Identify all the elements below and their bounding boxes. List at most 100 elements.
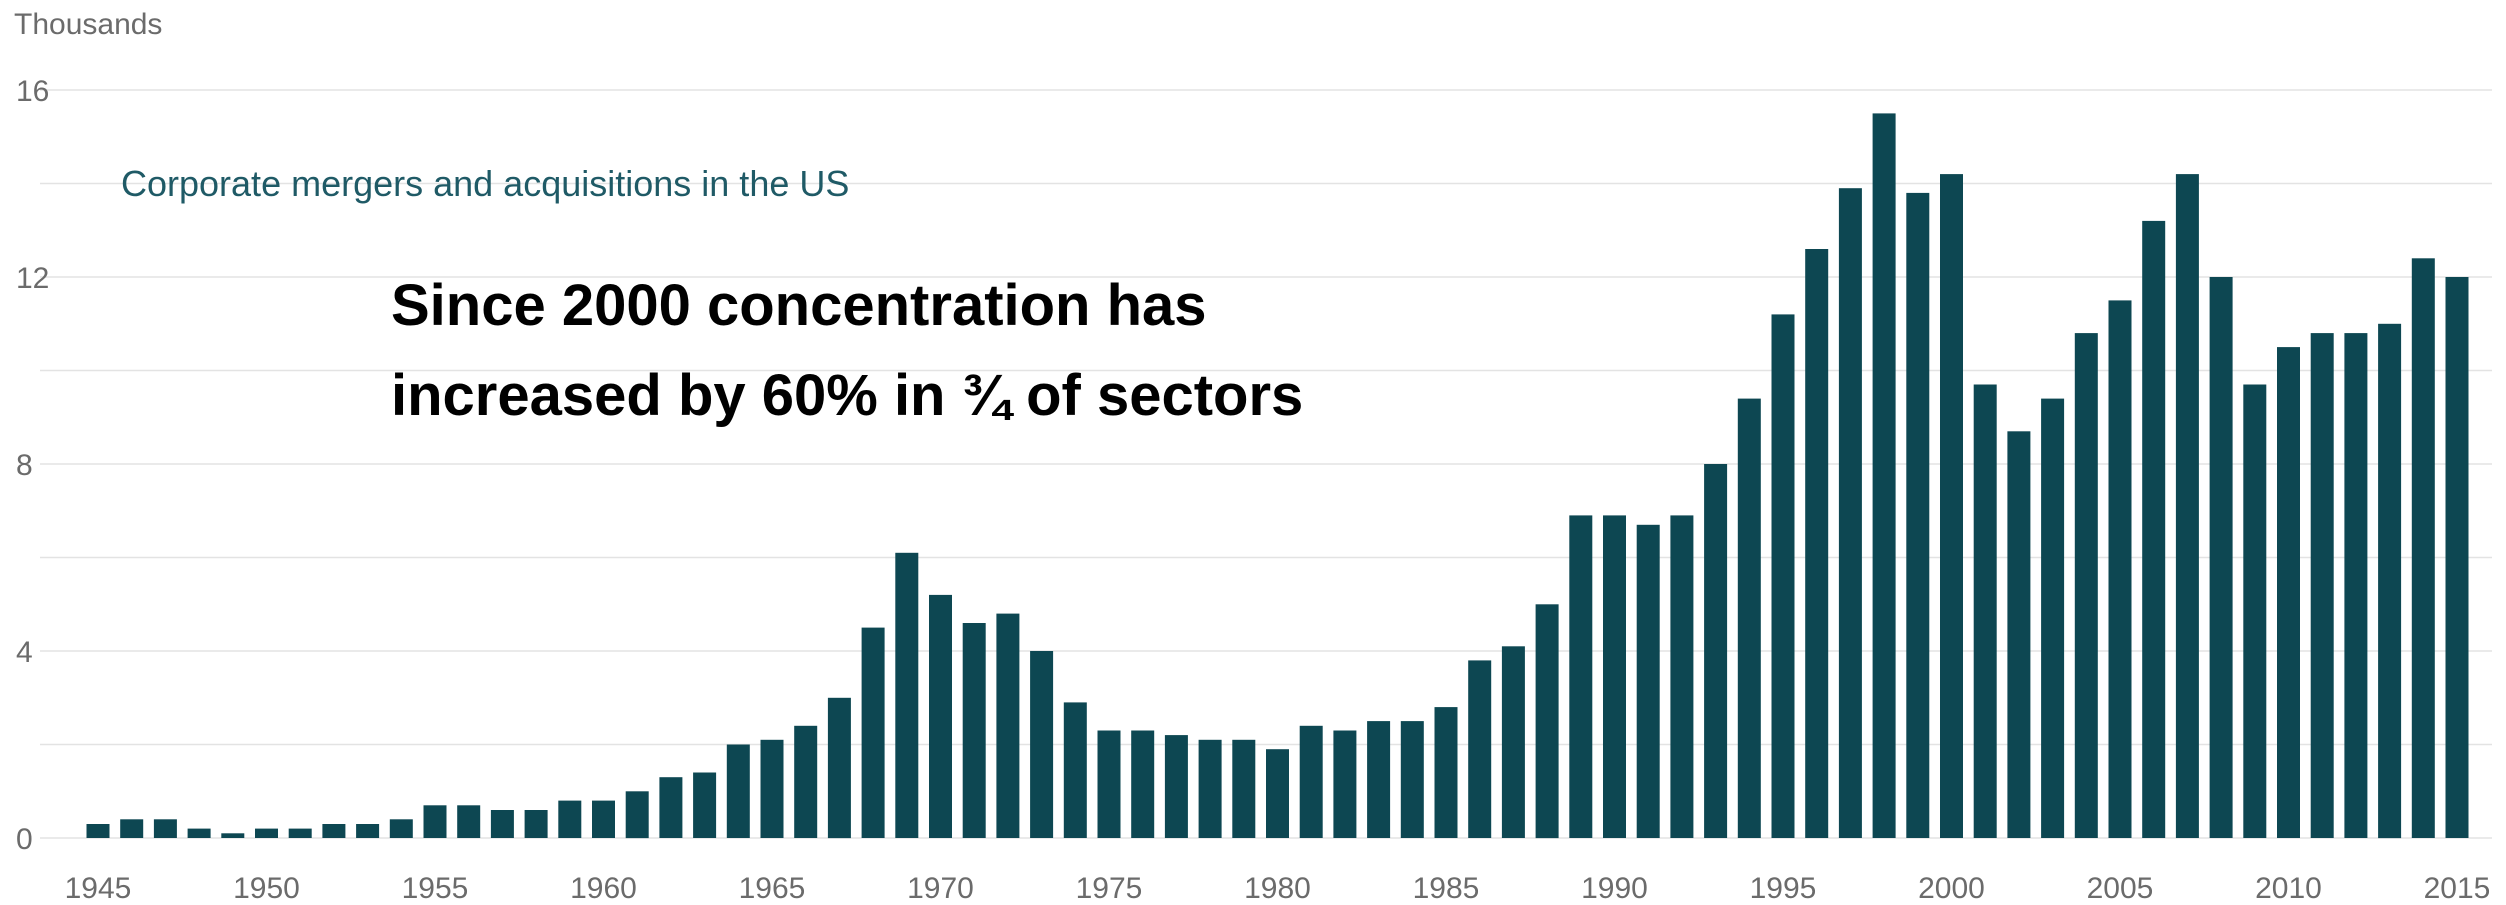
bar-1996 xyxy=(1805,249,1829,838)
bar-1970 xyxy=(929,594,952,838)
x-tick-label: 2005 xyxy=(2087,872,2154,905)
bar-1954 xyxy=(389,819,413,838)
bar-1951 xyxy=(288,828,312,838)
bar-1989 xyxy=(1569,515,1593,838)
bar-1978 xyxy=(1198,739,1222,838)
bar-1953 xyxy=(356,824,380,838)
bar-1976 xyxy=(1131,730,1155,838)
bar-2007 xyxy=(2175,174,2199,839)
bar-1993 xyxy=(1704,464,1728,838)
bar-1977 xyxy=(1164,735,1188,838)
y-tick-label: 8 xyxy=(16,449,33,482)
x-tick-label: 1970 xyxy=(907,872,974,905)
x-tick-label: 2015 xyxy=(2424,872,2491,905)
bar-2012 xyxy=(2344,333,2368,838)
bar-1988 xyxy=(1535,604,1559,839)
bar-2006 xyxy=(2142,220,2166,838)
bar-1975 xyxy=(1097,730,1121,838)
bar-2004 xyxy=(2074,333,2098,838)
bar-1947 xyxy=(153,819,177,838)
x-tick-label: 1960 xyxy=(570,872,637,905)
bar-1979 xyxy=(1232,739,1256,838)
bar-1985 xyxy=(1434,707,1458,838)
y-tick-labels: 0 4 8 12 16 xyxy=(16,75,49,856)
bar-1957 xyxy=(490,810,514,838)
bar-1958 xyxy=(524,810,548,838)
bar-1948 xyxy=(187,828,211,838)
bar-1966 xyxy=(794,725,818,838)
bar-1998 xyxy=(1872,113,1896,838)
annotation-line-2: increased by 60% in ¾ of sectors xyxy=(391,363,1303,428)
bar-1959 xyxy=(558,800,582,838)
bar-1987 xyxy=(1501,646,1525,838)
x-tick-label: 1980 xyxy=(1244,872,1311,905)
bar-1984 xyxy=(1400,721,1424,838)
bar-1952 xyxy=(322,824,346,838)
x-tick-label: 1975 xyxy=(1076,872,1143,905)
bar-1973 xyxy=(1030,651,1054,838)
bar-2010 xyxy=(2277,347,2300,838)
bar-2011 xyxy=(2310,333,2334,838)
bar-2009 xyxy=(2243,384,2267,838)
bar-1971 xyxy=(962,623,986,838)
x-tick-label: 1965 xyxy=(739,872,806,905)
y-tick-label: 12 xyxy=(16,262,49,295)
bar-1994 xyxy=(1737,398,1761,838)
bar-1946 xyxy=(120,819,144,838)
y-tick-label: 16 xyxy=(16,75,49,108)
x-tick-label: 1995 xyxy=(1750,872,1817,905)
x-tick-label: 1955 xyxy=(402,872,469,905)
bar-1949 xyxy=(221,833,245,838)
x-tick-label: 2010 xyxy=(2255,872,2322,905)
bar-1972 xyxy=(996,613,1020,838)
x-tick-label: 1990 xyxy=(1581,872,1648,905)
bar-1963 xyxy=(693,772,717,838)
chart-title: Corporate mergers and acquisitions in th… xyxy=(121,163,849,204)
bar-2002 xyxy=(2007,431,2031,838)
bar-2005 xyxy=(2108,300,2132,838)
bar-1990 xyxy=(1603,515,1626,838)
bar-1992 xyxy=(1670,515,1694,838)
bar-2003 xyxy=(2041,398,2065,838)
x-tick-label: 1985 xyxy=(1413,872,1480,905)
bar-1965 xyxy=(760,739,784,838)
bar-2015 xyxy=(2445,277,2469,838)
x-tick-label: 1945 xyxy=(65,872,132,905)
bar-1999 xyxy=(1906,192,1930,838)
bar-2000 xyxy=(1940,174,1963,839)
x-tick-label: 1950 xyxy=(233,872,300,905)
bar-1955 xyxy=(423,805,447,838)
bar-1995 xyxy=(1771,314,1795,838)
bar-1982 xyxy=(1333,730,1357,838)
bar-2008 xyxy=(2209,277,2233,838)
bar-1980 xyxy=(1266,749,1289,838)
bar-1974 xyxy=(1063,702,1087,838)
bar-1967 xyxy=(827,697,851,839)
y-tick-label: 4 xyxy=(16,636,33,669)
bar-1945 xyxy=(86,824,110,838)
annotation-line-1: Since 2000 concentration has xyxy=(391,273,1207,338)
y-tick-label: 0 xyxy=(16,823,33,856)
bar-1962 xyxy=(659,777,683,838)
gridlines xyxy=(40,89,2492,839)
bar-1956 xyxy=(457,805,481,838)
bar-1991 xyxy=(1636,524,1660,838)
y-unit-label: Thousands xyxy=(14,8,162,41)
x-tick-labels: 1945 1950 1955 1960 1965 1970 1975 1980 1985 1990… xyxy=(65,872,2491,905)
bar-1983 xyxy=(1367,721,1391,838)
x-tick-label: 2000 xyxy=(1918,872,1985,905)
bar-1981 xyxy=(1299,725,1323,838)
bar-2001 xyxy=(1973,384,1997,838)
bar-1961 xyxy=(625,791,649,839)
bar-1968 xyxy=(861,627,885,838)
bar-1960 xyxy=(592,800,615,838)
bar-1969 xyxy=(895,552,919,838)
bar-1997 xyxy=(1838,188,1862,838)
bar-1964 xyxy=(726,744,750,838)
bars xyxy=(86,113,2469,839)
bar-2014 xyxy=(2411,258,2435,838)
bar-1986 xyxy=(1468,660,1492,838)
bar-1950 xyxy=(255,828,278,838)
